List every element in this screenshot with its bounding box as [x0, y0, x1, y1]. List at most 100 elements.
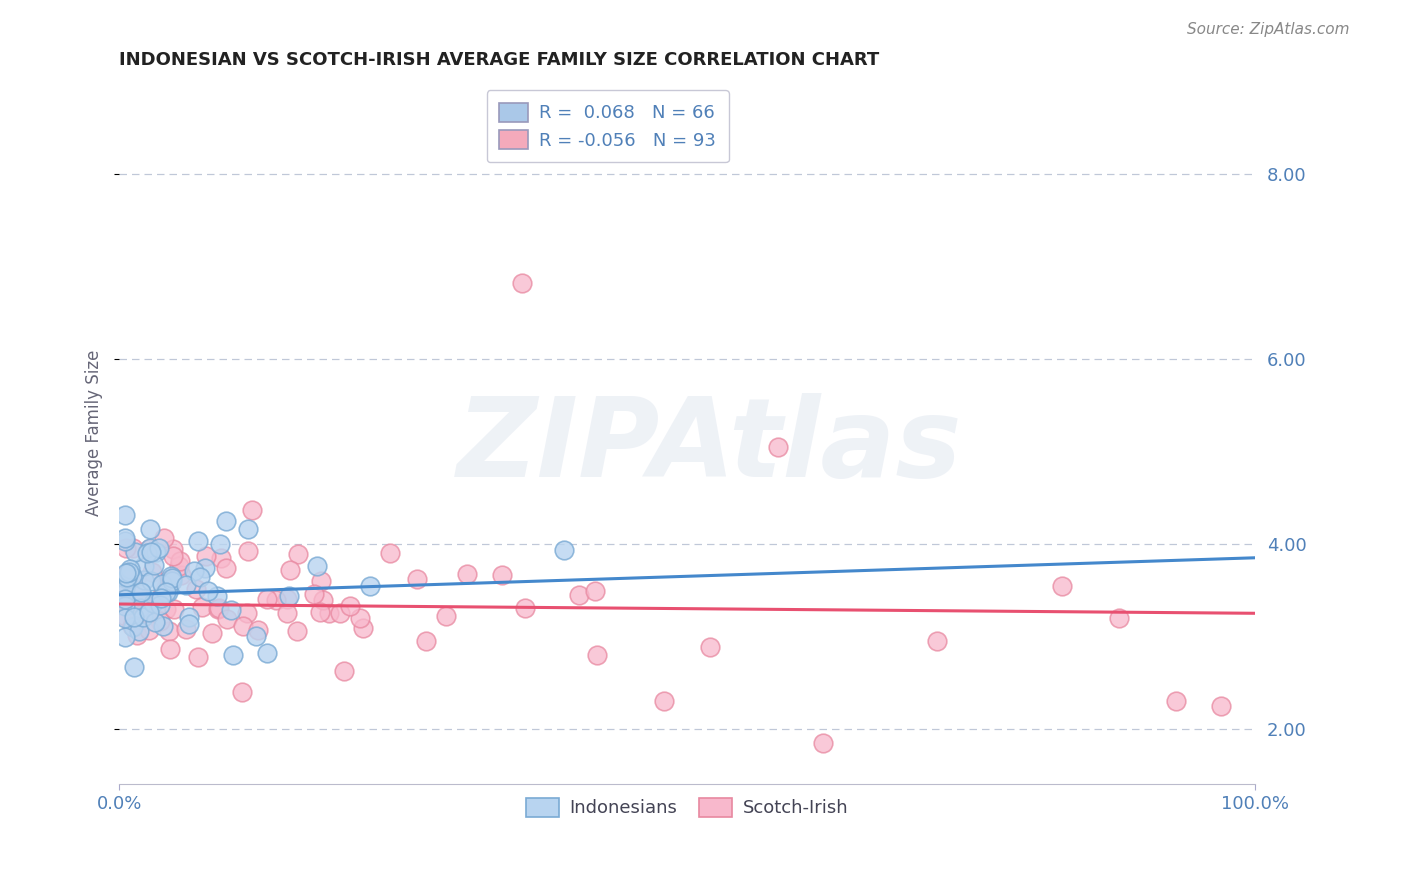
Point: [135, 599, 157, 613]
Legend: Indonesians, Scotch-Irish: Indonesians, Scotch-Irish: [519, 791, 855, 824]
Point: [183, 564, 205, 578]
Point: [122, 541, 145, 556]
Point: [169, 558, 191, 573]
Point: [177, 616, 200, 631]
Point: [124, 545, 146, 559]
Point: [115, 566, 138, 580]
Point: [114, 630, 136, 644]
Point: [231, 685, 253, 699]
Point: [309, 605, 332, 619]
Point: [163, 602, 186, 616]
Point: [352, 621, 374, 635]
Point: [114, 508, 136, 522]
Point: [187, 650, 209, 665]
Point: [585, 648, 607, 663]
Point: [136, 606, 159, 620]
Point: [132, 610, 155, 624]
Point: [217, 612, 239, 626]
Point: [699, 640, 721, 655]
Point: [155, 602, 177, 616]
Point: [278, 563, 301, 577]
Point: [122, 610, 145, 624]
Point: [215, 514, 238, 528]
Point: [179, 610, 201, 624]
Point: [139, 522, 162, 536]
Point: [143, 558, 166, 572]
Point: [155, 584, 177, 599]
Point: [240, 502, 263, 516]
Point: [194, 561, 217, 575]
Point: [311, 593, 333, 607]
Point: [222, 648, 245, 662]
Point: [153, 531, 176, 545]
Point: [135, 546, 157, 560]
Point: [138, 605, 160, 619]
Point: [359, 579, 381, 593]
Point: [256, 646, 278, 660]
Point: [159, 569, 181, 583]
Point: [287, 547, 309, 561]
Point: [125, 582, 148, 597]
Point: [513, 601, 536, 615]
Text: Source: ZipAtlas.com: Source: ZipAtlas.com: [1187, 22, 1350, 37]
Point: [266, 593, 288, 607]
Point: [925, 634, 948, 648]
Point: [129, 591, 152, 605]
Point: [583, 583, 606, 598]
Point: [138, 623, 160, 637]
Point: [118, 571, 141, 585]
Point: [125, 628, 148, 642]
Point: [162, 542, 184, 557]
Point: [152, 588, 174, 602]
Point: [114, 578, 136, 592]
Point: [138, 546, 160, 560]
Point: [150, 591, 173, 605]
Point: [205, 589, 228, 603]
Point: [186, 582, 208, 597]
Point: [512, 276, 534, 290]
Point: [456, 567, 478, 582]
Point: [246, 623, 269, 637]
Text: ZIPAtlas: ZIPAtlas: [457, 393, 963, 500]
Point: [138, 542, 160, 557]
Point: [285, 624, 308, 638]
Point: [148, 541, 170, 555]
Point: [118, 562, 141, 576]
Point: [236, 606, 259, 620]
Point: [208, 600, 231, 615]
Point: [141, 565, 163, 579]
Point: [405, 572, 427, 586]
Point: [329, 606, 352, 620]
Point: [156, 584, 179, 599]
Point: [114, 585, 136, 599]
Point: [139, 574, 162, 588]
Point: [114, 599, 136, 613]
Point: [121, 619, 143, 633]
Point: [160, 574, 183, 589]
Point: [276, 606, 298, 620]
Point: [256, 592, 278, 607]
Point: [245, 629, 267, 643]
Point: [121, 620, 143, 634]
Point: [187, 533, 209, 548]
Point: [491, 567, 513, 582]
Point: [170, 567, 193, 582]
Point: [188, 570, 211, 584]
Point: [129, 585, 152, 599]
Point: [221, 602, 243, 616]
Point: [813, 736, 835, 750]
Point: [125, 572, 148, 586]
Point: [121, 569, 143, 583]
Point: [197, 583, 219, 598]
Point: [176, 622, 198, 636]
Point: [276, 591, 298, 606]
Point: [318, 606, 340, 620]
Point: [117, 574, 139, 589]
Y-axis label: Average Family Size: Average Family Size: [86, 350, 103, 516]
Point: [142, 596, 165, 610]
Point: [145, 545, 167, 559]
Point: [114, 591, 136, 606]
Point: [278, 589, 301, 603]
Point: [162, 549, 184, 564]
Point: [349, 610, 371, 624]
